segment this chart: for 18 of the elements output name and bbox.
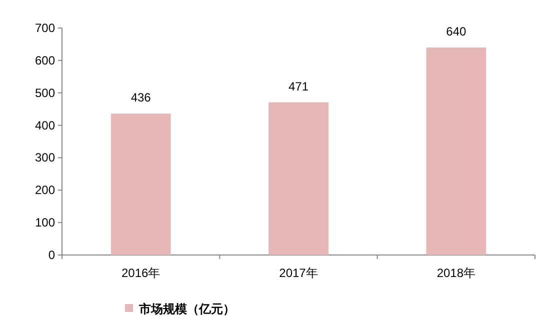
y-tick-label: 100 (34, 216, 56, 230)
y-tick-label: 500 (34, 86, 56, 100)
bar (268, 102, 328, 255)
bar (426, 47, 486, 255)
y-tick-label: 700 (34, 21, 56, 35)
x-tick-label: 2016年 (121, 266, 160, 280)
data-label: 640 (446, 24, 466, 38)
y-tick-label: 0 (48, 248, 56, 262)
y-tick-label: 600 (34, 53, 56, 68)
y-tick-label: 300 (34, 150, 56, 165)
data-label: 471 (288, 79, 309, 94)
y-tick-label: 200 (34, 183, 56, 198)
x-tick-label: 2017年 (279, 266, 318, 280)
legend-label: 市场规模（亿元） (138, 302, 235, 316)
y-tick-label: 400 (34, 118, 56, 132)
bar (110, 114, 171, 255)
x-tick-label: 2018年 (436, 266, 476, 280)
data-label: 436 (130, 90, 152, 105)
